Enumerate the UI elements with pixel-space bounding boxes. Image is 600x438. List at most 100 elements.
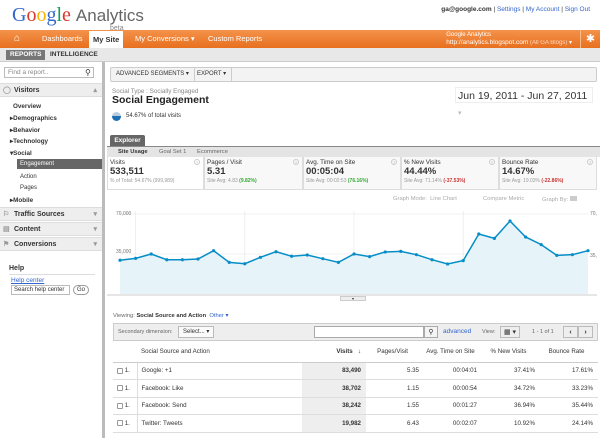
compare-metric[interactable]: Compare Metric: [483, 196, 525, 202]
settings-link[interactable]: Settings: [496, 6, 521, 13]
help-icon[interactable]: ?: [194, 159, 200, 165]
chart-collapse-handle[interactable]: ▾: [340, 296, 366, 301]
other-dropdown[interactable]: Other ▾: [209, 313, 229, 319]
col-bounce-rate[interactable]: Bounce Rate: [540, 341, 598, 363]
chevron-down-icon: ▾: [93, 241, 97, 248]
tab-reports[interactable]: REPORTS: [6, 50, 46, 60]
nav-dashboards[interactable]: Dashboards: [42, 34, 83, 43]
cell-visits: 19,982: [302, 414, 366, 433]
nav-my-conversions[interactable]: My Conversions ▾: [135, 34, 195, 43]
beta-badge: beta: [110, 25, 124, 32]
home-icon[interactable]: ⌂: [14, 33, 21, 44]
col-avg-time[interactable]: Avg. Time on Site: [424, 341, 482, 363]
help-icon[interactable]: ?: [489, 159, 495, 165]
advanced-segments-button[interactable]: ADVANCED SEGMENTS ▾: [111, 68, 195, 81]
data-point: [134, 256, 138, 260]
button-label: EXPORT: [197, 71, 222, 77]
col-new-visits[interactable]: % New Visits: [482, 341, 540, 363]
sidebar-section-visitors[interactable]: ◯ Visitors ▴: [0, 83, 102, 97]
graph-by[interactable]: Graph By:: [542, 196, 577, 203]
advanced-filter-link[interactable]: advanced: [443, 328, 472, 335]
table-view-selector[interactable]: ▦ ▾: [500, 326, 521, 338]
help-search-input[interactable]: Search help center: [11, 285, 70, 295]
export-button[interactable]: EXPORT ▾: [192, 68, 233, 81]
data-point: [508, 219, 512, 223]
col-visits[interactable]: Visits ↓: [302, 341, 366, 363]
sidebar-item-mobile[interactable]: ▸Mobile: [10, 197, 34, 204]
row-select[interactable]: 1.: [113, 379, 137, 398]
cell-source[interactable]: Facebook: Like: [136, 379, 302, 398]
metric-2[interactable]: Avg. Time on Site 00:05:04 Site Avg: 00:02…: [303, 157, 401, 190]
data-point: [492, 236, 496, 240]
subtab-ecommerce[interactable]: Ecommerce: [197, 149, 228, 155]
sidebar-item-action[interactable]: Action: [20, 174, 37, 180]
col-pages-visit[interactable]: Pages/Visit: [366, 341, 424, 363]
table-row[interactable]: 1. Google: +1 83,490 5.35 00:04:01 37.41% 17.6…: [113, 362, 598, 380]
table-row[interactable]: 1. Facebook: Send 38,242 1.55 00:01:27 36.94%…: [113, 397, 598, 415]
sidebar-item-pages[interactable]: Pages: [20, 185, 38, 191]
sidebar-section-conversions[interactable]: ⚑ Conversions ▾: [0, 237, 102, 251]
metric-1[interactable]: Pages / Visit 5.31 Site Avg: 4.83 (9.82%)?: [204, 157, 303, 190]
sign-out-link[interactable]: Sign Out: [564, 6, 590, 13]
nav-custom-reports[interactable]: Custom Reports: [208, 34, 263, 43]
cell-bounce-rate: 33.23%: [540, 379, 598, 398]
metric-site-avg: % of Total: 54.67% (999,989): [110, 178, 175, 184]
row-select[interactable]: 1.: [113, 362, 137, 380]
cell-avg-time: 00:01:27: [424, 397, 482, 415]
help-icon[interactable]: ?: [391, 159, 397, 165]
find-report-input[interactable]: Find a report..: [4, 67, 94, 78]
help-icon[interactable]: ?: [293, 159, 299, 165]
data-point: [352, 252, 356, 256]
row-select[interactable]: 1.: [113, 397, 137, 415]
tab-explorer[interactable]: Explorer: [110, 135, 145, 146]
metric-delta: (-37.53%): [443, 178, 466, 184]
sidebar-item-behavior[interactable]: ▸Behavior: [10, 127, 41, 134]
chevron-down-icon: ▾: [458, 110, 462, 117]
graph-mode[interactable]: Graph Mode: Line Chart: [393, 196, 457, 202]
secondary-dimension-select[interactable]: Select... ▾: [178, 326, 215, 338]
table-row[interactable]: 1. Twitter: Tweets 19,982 6.43 00:02:07 10.92…: [113, 414, 598, 433]
sidebar-section-content[interactable]: ▤ Content ▾: [0, 222, 102, 236]
row-select[interactable]: 1.: [113, 414, 137, 433]
metric-0[interactable]: Visits 533,511% of Total: 54.67% (999,989…: [107, 157, 204, 190]
label: Other: [209, 313, 224, 319]
sidebar-item-social[interactable]: ▾Social: [10, 150, 32, 157]
table-row[interactable]: 1. Facebook: Like 38,702 1.15 00:00:54 34.72%…: [113, 379, 598, 398]
date-range-picker[interactable]: Jun 19, 2011 - Jun 27, 2011 ▾: [455, 87, 593, 117]
help-go-button[interactable]: Go: [73, 285, 89, 295]
gear-icon[interactable]: ✱: [580, 30, 600, 48]
button-label: ADVANCED SEGMENTS: [116, 71, 185, 77]
sidebar-item-demographics[interactable]: ▸Demographics: [10, 115, 57, 122]
sidebar-section-traffic-sources[interactable]: ⚐ Traffic Sources ▾: [0, 207, 102, 221]
checkbox[interactable]: [117, 367, 123, 374]
sidebar-item-engagement[interactable]: Engagement: [17, 159, 102, 169]
view-label: View:: [482, 329, 496, 335]
search-icon[interactable]: ⚲: [85, 68, 91, 77]
subtab-site-usage[interactable]: Site Usage: [118, 149, 148, 155]
cell-source[interactable]: Google: +1: [136, 362, 302, 380]
metric-3[interactable]: % New Visits 44.44% Site Avg: 71.14% (-37.…: [401, 157, 499, 190]
metric-4[interactable]: Bounce Rate 14.67% Site Avg: 19.03% (-22.8…: [499, 157, 597, 190]
checkbox[interactable]: [117, 420, 123, 427]
subtab-goal-set-1[interactable]: Goal Set 1: [159, 149, 187, 155]
viewing-dimension[interactable]: Social Source and Action: [136, 313, 207, 319]
help-icon[interactable]: ?: [587, 159, 593, 165]
help-center-link[interactable]: Help center: [11, 277, 45, 284]
account-selector[interactable]: Google Analytics http://analytics.blogspo…: [446, 32, 572, 46]
checkbox[interactable]: [117, 385, 123, 392]
sidebar-item-overview[interactable]: Overview: [13, 103, 42, 110]
label: Graph By:: [542, 197, 569, 203]
col-source[interactable]: Social Source and Action: [137, 341, 302, 363]
prev-page-button[interactable]: ‹: [563, 326, 578, 338]
my-account-link[interactable]: My Account: [525, 6, 560, 13]
sidebar-item-technology[interactable]: ▸Technology: [10, 138, 49, 145]
tab-intelligence[interactable]: INTELLIGENCE: [50, 51, 98, 58]
next-page-button[interactable]: ›: [578, 326, 593, 338]
cell-source[interactable]: Twitter: Tweets: [136, 414, 302, 433]
checkbox[interactable]: [117, 402, 123, 409]
user-email: ga@google.com: [441, 6, 492, 13]
nav-my-site[interactable]: My Site: [89, 31, 124, 48]
cell-source[interactable]: Facebook: Send: [136, 397, 302, 415]
search-icon[interactable]: ⚲: [424, 326, 438, 338]
table-filter-input[interactable]: [314, 326, 424, 338]
